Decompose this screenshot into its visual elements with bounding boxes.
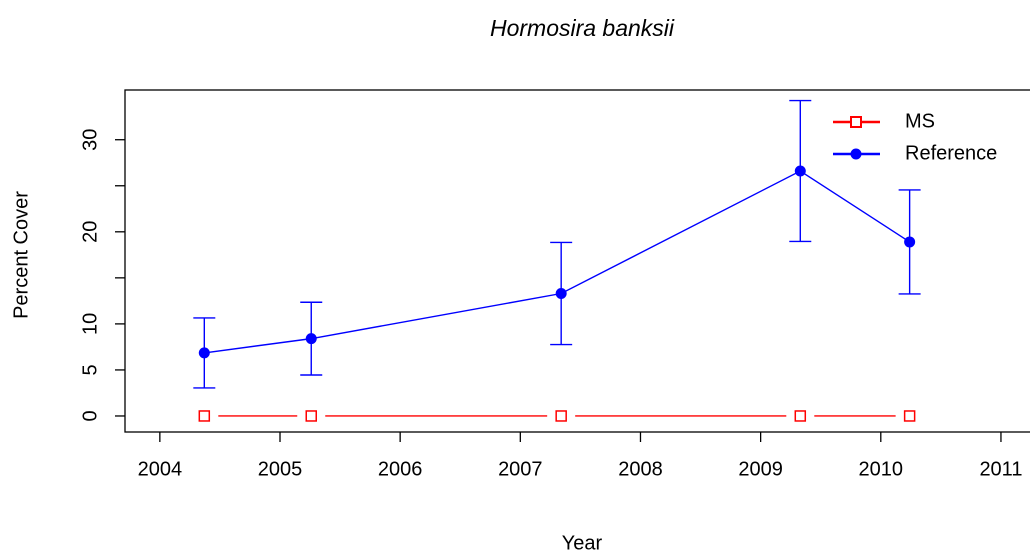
x-tick-label: 2008 bbox=[618, 458, 663, 480]
legend-label: MS bbox=[905, 110, 935, 132]
series-line bbox=[204, 170, 911, 354]
marker bbox=[903, 410, 916, 422]
x-tick-label: 2004 bbox=[138, 458, 183, 480]
x-tick-label: 2009 bbox=[738, 458, 783, 480]
x-tick-label: 2011 bbox=[979, 458, 1022, 480]
plot-frame bbox=[124, 89, 1030, 433]
legend-marker bbox=[850, 148, 862, 160]
marker bbox=[794, 410, 807, 422]
marker bbox=[555, 288, 567, 300]
x-tick-label: 2007 bbox=[498, 458, 543, 480]
marker bbox=[305, 410, 317, 422]
chart-title: Hormosira banksii bbox=[490, 15, 675, 41]
legend-label: Reference bbox=[905, 142, 997, 164]
legend-marker bbox=[850, 116, 862, 128]
y-tick-label: 10 bbox=[79, 313, 101, 335]
y-tick-label: 5 bbox=[79, 364, 101, 375]
x-tick-label: 2005 bbox=[258, 458, 303, 480]
marker bbox=[555, 410, 567, 422]
x-tick-label: 2010 bbox=[859, 458, 904, 480]
y-axis-label: Percent Cover bbox=[10, 191, 32, 319]
y-tick-label: 0 bbox=[79, 410, 101, 421]
marker bbox=[794, 165, 806, 177]
marker bbox=[198, 410, 211, 422]
marker bbox=[904, 236, 916, 248]
marker bbox=[305, 333, 317, 345]
x-axis-label: Year bbox=[562, 532, 603, 554]
y-tick-label: 20 bbox=[79, 221, 101, 243]
x-tick-label: 2006 bbox=[378, 458, 423, 480]
y-tick-label: 30 bbox=[79, 129, 101, 151]
marker bbox=[198, 347, 210, 359]
